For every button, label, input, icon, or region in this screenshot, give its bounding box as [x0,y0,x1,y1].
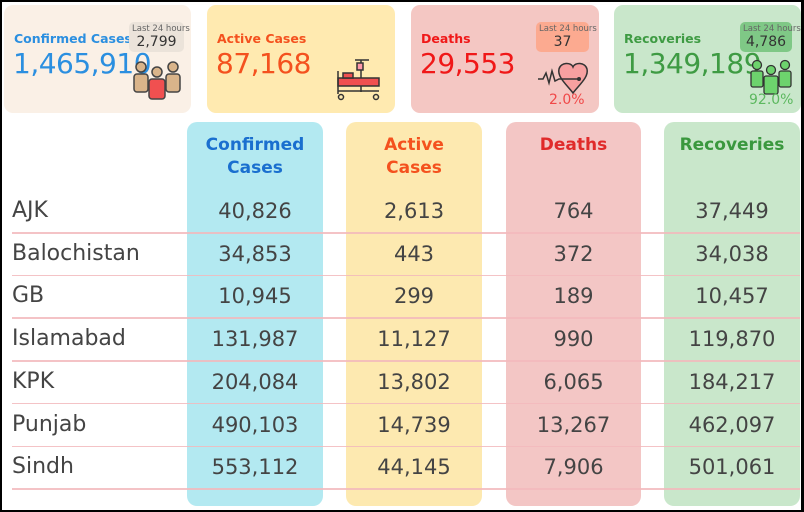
row-divider [12,317,800,319]
table-cell: 990 [553,327,594,352]
card-title: Recoveries [624,31,702,46]
confirmed-cases-card: Confirmed Cases 1,465,910 Last 24 hours … [4,5,191,113]
row-divider [12,232,800,234]
region-name: Islamabad [12,326,126,352]
header-line: Confirmed [205,135,305,155]
table-cell: 40,826 [218,199,292,223]
table-cell: 2,613 [383,199,445,223]
row-divider [12,445,800,447]
table-cell: 443 [393,241,435,266]
badge-value: 2,799 [136,34,177,50]
table-cell: 204,084 [211,369,299,394]
region-name: GB [12,283,45,309]
region-name: Sindh [12,454,74,480]
last-24h-badge: Last 24 hours 4,786 [740,22,801,52]
region-name: AJK [12,198,48,223]
badge-label: Last 24 hours [539,24,597,34]
table-cell: 14,739 [377,412,451,437]
badge-value: 4,786 [745,34,787,50]
row-divider [12,360,800,362]
confirmed-column-bg [187,122,323,506]
deaths-card: Deaths 29,553 Last 24 hours 37 2.0% [411,5,599,113]
header-confirmed-cases: Confirmed Cases [187,134,323,180]
region-name: Balochistan [12,240,140,266]
header-line: Recoveries [679,135,785,155]
hospital-bed-icon [337,59,380,101]
header-deaths: Deaths [506,134,641,157]
region-name: KPK [12,368,55,394]
table-cell: 490,103 [211,412,299,437]
heartbeat-icon [538,62,588,95]
table-cell: 11,127 [377,327,451,352]
death-rate-percent: 2.0% [549,92,585,108]
card-title: Active Cases [217,31,307,46]
table-cell: 462,097 [688,412,776,437]
table-cell: 34,853 [218,241,292,266]
table-cell: 6,065 [543,369,604,394]
table-cell: 13,267 [536,412,611,437]
table-cell: 34,038 [695,241,769,266]
table-cell: 119,870 [688,327,776,352]
table-cell: 501,061 [688,455,776,480]
table-cell: 553,112 [211,455,299,480]
table-cell: 764 [553,199,594,223]
badge-label: Last 24 hours [743,24,801,34]
region-name: Punjab [12,411,87,437]
row-divider [12,274,800,277]
row-divider [12,402,800,405]
deaths-column-bg [506,122,641,506]
header-recoveries: Recoveries [664,134,800,157]
card-title: Confirmed Cases [14,31,132,46]
badge-value: 37 [553,34,572,50]
header-line: Active [384,135,444,155]
recovery-rate-percent: 92.0% [749,92,794,108]
card-value: 1,349,189 [623,47,762,80]
row-divider [12,488,800,490]
header-line: Cases [386,158,442,178]
table-cell: 37,449 [695,199,769,223]
badge-label: Last 24 hours [132,24,190,34]
table-cell: 10,457 [695,284,769,309]
recoveries-column-bg [664,122,800,506]
table-cell: 189 [553,284,594,309]
last-24h-badge: Last 24 hours 37 [536,22,597,52]
card-title: Deaths [421,31,471,46]
card-value: 1,465,910 [13,47,152,80]
table-cell: 131,987 [211,327,299,352]
active-column-bg [346,122,482,506]
recoveries-card: Recoveries 1,349,189 Last 24 hours 4,786… [614,5,801,113]
table-cell: 44,145 [377,455,451,480]
table-cell: 184,217 [688,369,776,394]
recovered-people-icon [750,59,792,95]
table-cell: 7,906 [543,455,604,480]
table-cell: 372 [553,241,594,266]
people-icon [133,61,181,100]
table-cell: 10,945 [218,284,292,309]
header-active-cases: Active Cases [346,134,482,180]
header-line: Deaths [539,135,608,155]
table-cell: 13,802 [377,369,451,394]
card-value: 87,168 [216,47,311,80]
active-cases-card: Active Cases 87,168 [207,5,395,113]
table-cell: 299 [393,284,435,309]
card-value: 29,553 [420,47,515,80]
last-24h-badge: Last 24 hours 2,799 [129,22,190,52]
header-line: Cases [227,158,283,178]
